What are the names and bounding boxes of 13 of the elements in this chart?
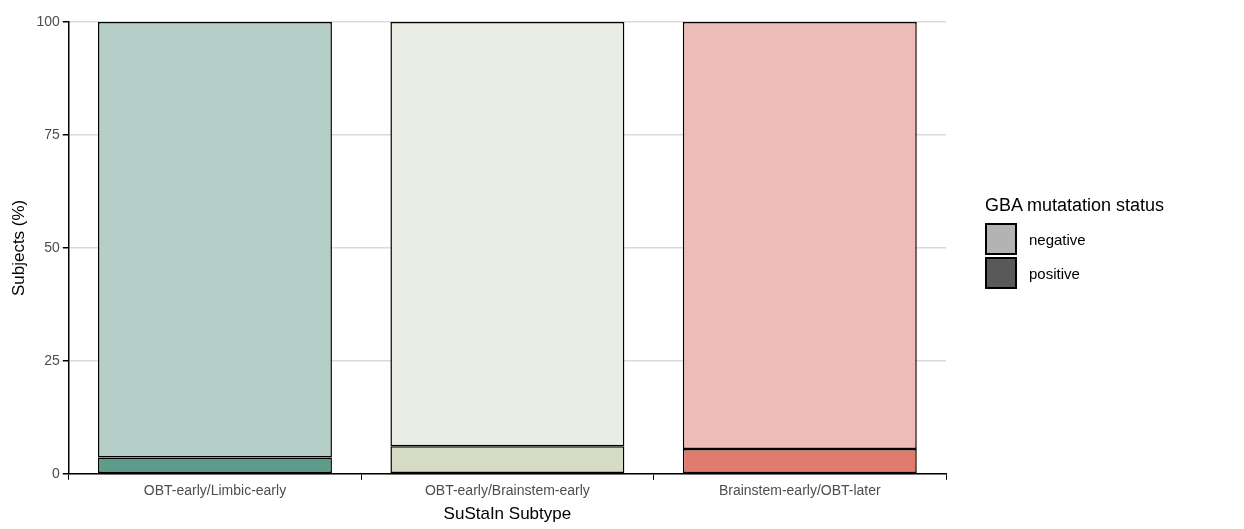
y-tick-label: 100 — [36, 12, 60, 29]
x-tick-label: OBT-early/Brainstem-early — [424, 482, 590, 499]
y-tick-label: 25 — [44, 351, 60, 368]
y-tick-label: 0 — [51, 464, 60, 481]
y-axis-title: Subjects (%) — [8, 199, 28, 297]
x-tick-label: OBT-early/Limbic-early — [143, 482, 287, 499]
text: positive — [1029, 264, 1080, 282]
x-axis-title: SuStaIn Subtype — [443, 504, 572, 524]
legend-title: GBA mutatation status — [985, 195, 1165, 216]
y-tick-label: 75 — [44, 125, 60, 142]
text: negative — [1029, 230, 1086, 248]
x-tick-label: Brainstem-early/OBT-later — [718, 482, 882, 499]
y-tick-label: 50 — [44, 238, 60, 255]
